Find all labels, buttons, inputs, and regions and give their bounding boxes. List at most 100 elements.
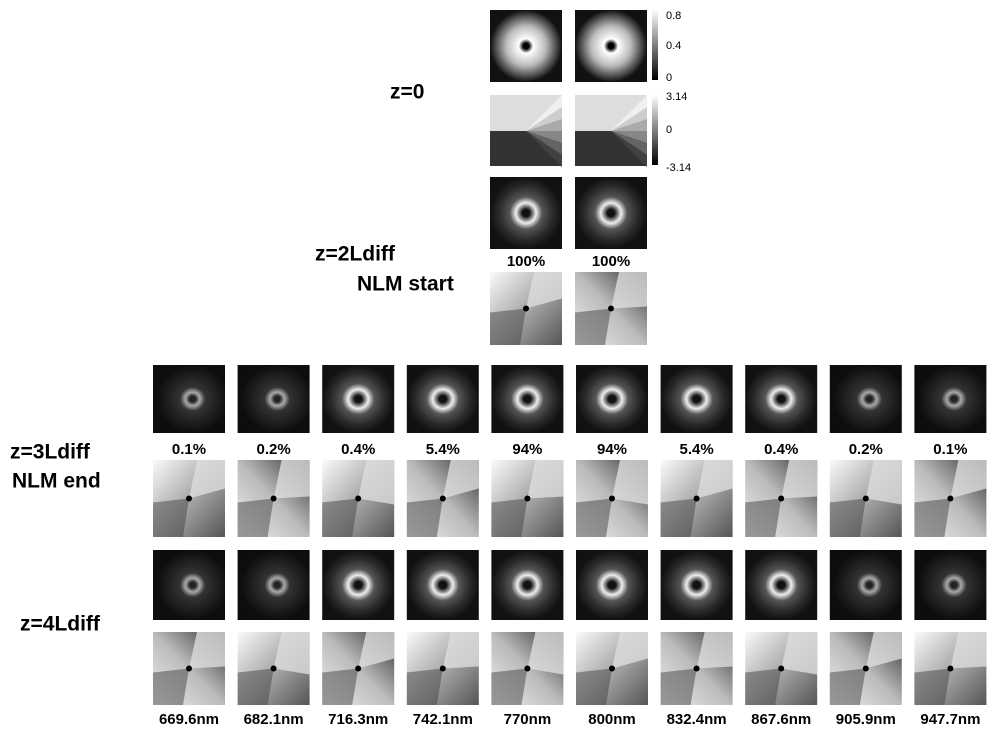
phase-pattern: [358, 460, 395, 505]
phase-pattern: [576, 668, 612, 705]
row-label: z=2Ldiff: [315, 243, 396, 266]
intensity-image: [745, 550, 818, 620]
row-label: NLM end: [12, 470, 101, 493]
intensity-image: [153, 365, 225, 433]
phase-singularity: [947, 665, 954, 672]
phase-pattern: [781, 632, 818, 675]
intensity-image: [237, 365, 310, 433]
phase-singularity: [523, 305, 529, 312]
intensity-image: [406, 550, 479, 620]
phase-sector: [611, 107, 647, 131]
intensity-image: [745, 365, 818, 433]
intensity-image: [153, 550, 225, 620]
phase-singularity: [608, 305, 614, 312]
phase-pattern: [189, 632, 225, 669]
intensity-image: [914, 365, 987, 433]
percentage-label: 0.1%: [933, 441, 967, 458]
phase-pattern: [914, 668, 951, 705]
phase-singularity: [524, 665, 531, 672]
colorbar-tick-label: 0.8: [666, 10, 681, 22]
phase-singularity: [609, 495, 615, 502]
phase-sector: [526, 131, 562, 167]
phase-singularity: [270, 495, 277, 502]
row-label: z=0: [390, 81, 424, 104]
intensity-image: [575, 177, 647, 249]
phase-pattern: [575, 308, 611, 345]
intensity-image: [575, 10, 647, 82]
phase-singularity: [439, 495, 446, 502]
intensity-image: [660, 550, 733, 620]
wavelength-label: 716.3nm: [328, 711, 388, 728]
colorbar: [652, 95, 658, 165]
phase-pattern: [660, 668, 697, 705]
intensity-image: [914, 550, 987, 620]
phase-singularity: [693, 495, 700, 502]
phase-singularity: [355, 665, 362, 672]
phase-singularity: [693, 665, 700, 672]
percentage-label: 0.4%: [341, 441, 375, 458]
wavelength-label: 682.1nm: [244, 711, 304, 728]
phase-pattern: [865, 460, 902, 505]
wavelength-label: 947.7nm: [920, 711, 980, 728]
percentage-label: 100%: [507, 253, 545, 270]
phase-pattern: [660, 498, 697, 537]
intensity-image: [406, 365, 479, 433]
phase-singularity: [524, 495, 531, 502]
phase-singularity: [778, 495, 785, 502]
phase-pattern: [829, 498, 866, 537]
phase-pattern: [612, 632, 648, 669]
phase-sector: [526, 95, 562, 131]
phase-singularity: [186, 495, 192, 502]
phase-pattern: [273, 460, 310, 499]
phase-pattern: [237, 498, 274, 537]
phase-pattern: [153, 668, 189, 705]
phase-pattern: [406, 668, 443, 705]
phase-pattern: [490, 308, 526, 345]
phase-pattern: [611, 272, 647, 309]
wavelength-label: 669.6nm: [159, 711, 219, 728]
phase-singularity: [355, 495, 362, 502]
wavelength-label: 867.6nm: [751, 711, 811, 728]
row-label: z=3Ldiff: [10, 441, 91, 464]
phase-pattern: [491, 668, 528, 705]
phase-pattern: [442, 632, 479, 669]
phase-singularity: [439, 665, 446, 672]
phase-singularity: [186, 665, 192, 672]
phase-pattern: [322, 498, 359, 537]
phase-sector: [611, 119, 647, 131]
intensity-image: [491, 365, 564, 433]
phase-pattern: [781, 460, 818, 499]
phase-pattern: [527, 632, 564, 675]
percentage-label: 5.4%: [426, 441, 460, 458]
colorbar-tick-label: 0: [666, 72, 672, 84]
intensity-image: [576, 365, 648, 433]
phase-pattern: [745, 498, 782, 537]
colorbar: [652, 10, 658, 80]
phase-pattern: [576, 498, 612, 537]
percentage-label: 0.4%: [764, 441, 798, 458]
percentage-label: 0.2%: [256, 441, 290, 458]
intensity-image: [660, 365, 733, 433]
phase-singularity: [778, 665, 785, 672]
phase-sector: [611, 95, 647, 131]
phase-pattern: [745, 668, 782, 705]
phase-sector: [611, 131, 647, 167]
phase-singularity: [270, 665, 277, 672]
intensity-image: [490, 177, 562, 249]
phase-pattern: [696, 632, 733, 669]
phase-pattern: [914, 498, 951, 537]
phase-pattern: [829, 668, 866, 705]
phase-sector: [526, 119, 562, 131]
percentage-label: 100%: [592, 253, 630, 270]
phase-pattern: [273, 632, 310, 675]
colorbar-tick-label: -3.14: [666, 162, 691, 174]
intensity-image: [491, 550, 564, 620]
phase-singularity: [947, 495, 954, 502]
intensity-image: [576, 550, 648, 620]
phase-pattern: [491, 498, 528, 537]
phase-pattern: [406, 498, 443, 537]
intensity-image: [322, 365, 395, 433]
colorbar-tick-label: 3.14: [666, 91, 687, 103]
wavelength-label: 742.1nm: [413, 711, 473, 728]
